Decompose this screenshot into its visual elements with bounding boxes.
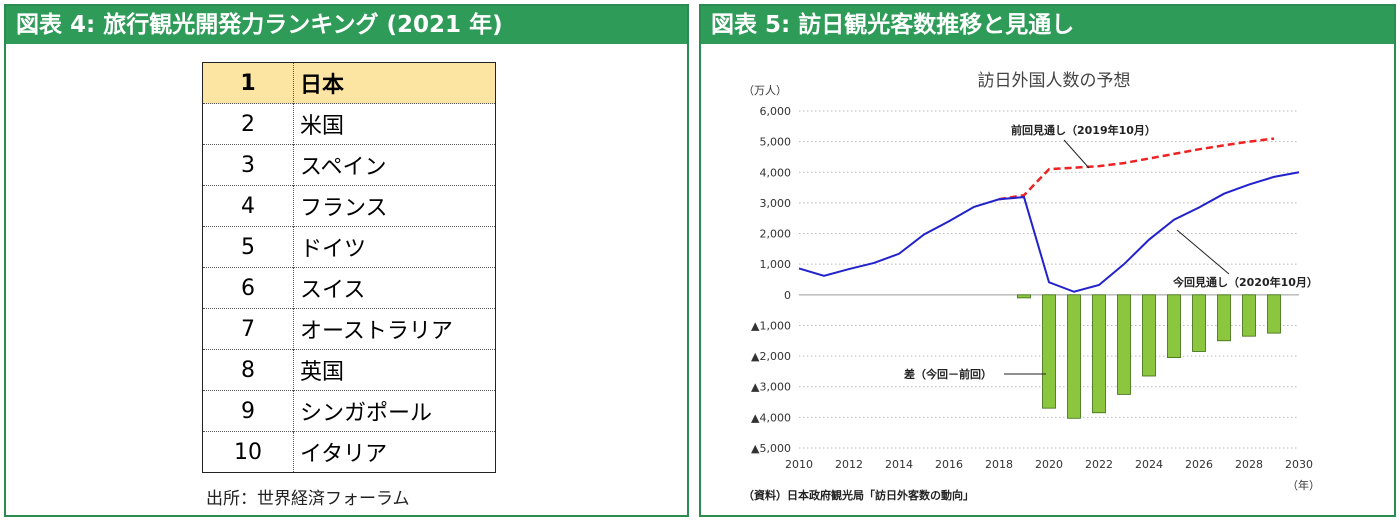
series-label: 今回見通し（2020年10月）: [1172, 275, 1318, 289]
x-tick-label: 2030: [1285, 458, 1313, 471]
x-tick-label: 2012: [835, 458, 863, 471]
diff-bar: [1242, 294, 1256, 337]
series-label: 前回見通し（2019年10月）: [1011, 123, 1156, 137]
country-name: 米国: [293, 103, 496, 145]
y-tick-label: 1,000: [760, 258, 792, 271]
y-tick-label: 2,000: [760, 228, 792, 241]
x-tick-label: 2016: [935, 458, 963, 471]
forecast-header: 図表 5: 訪日観光客数推移と見通し: [701, 6, 1394, 44]
annotation-arrow: [1176, 229, 1230, 275]
x-tick-label: 2010: [785, 458, 813, 471]
current-forecast-line: [798, 171, 1300, 293]
country-name: シンガポール: [293, 390, 496, 432]
rank-number: 1: [202, 62, 294, 104]
forecast-panel: 図表 5: 訪日観光客数推移と見通し 訪日外国人数の予想 （万人） 6,000 5…: [699, 4, 1396, 517]
ranking-row: 4 フランス: [202, 185, 496, 227]
x-tick-label: 2024: [1135, 458, 1163, 471]
y-tick-label: ▲5,000: [751, 442, 791, 455]
annotation-arrow: [1063, 139, 1090, 169]
diff-bar: [1167, 294, 1181, 359]
ranking-row: 1 日本: [202, 62, 496, 104]
x-tick-label: 2026: [1185, 458, 1213, 471]
country-name: フランス: [293, 185, 496, 227]
x-tick-label: 2028: [1235, 458, 1263, 471]
country-name: スイス: [293, 267, 496, 309]
y-tick-label: ▲1,000: [751, 319, 791, 332]
rank-number: 3: [202, 144, 294, 186]
diff-bar: [1042, 294, 1056, 409]
x-tick-label: 2018: [985, 458, 1013, 471]
country-name: イタリア: [293, 431, 496, 473]
x-tick-label: 2022: [1085, 458, 1113, 471]
y-tick-label: 0: [784, 289, 791, 302]
y-tick-label: 5,000: [760, 136, 792, 149]
rank-number: 2: [202, 103, 294, 145]
diff-bar: [1017, 294, 1031, 299]
diff-bar: [1192, 294, 1206, 352]
ranking-header: 図表 4: 旅行観光開発力ランキング (2021 年): [6, 6, 687, 44]
forecast-chart: 訪日外国人数の予想 （万人） 6,000 5,000 4,000 3,000 2,000…: [743, 71, 1320, 502]
series-label: 差（今回－前回）: [904, 367, 992, 381]
ranking-row: 9 シンガポール: [202, 390, 496, 432]
previous-forecast-line: [998, 137, 1275, 201]
y-tick-label: 4,000: [760, 166, 792, 179]
ranking-row: 3 スペイン: [202, 144, 496, 186]
y-tick-label: ▲2,000: [751, 350, 791, 363]
rank-number: 9: [202, 390, 294, 432]
chart-title: 訪日外国人数の予想: [978, 71, 1131, 91]
country-name: オーストラリア: [293, 308, 496, 350]
y-tick-label: 3,000: [760, 197, 792, 210]
ranking-source: 出所：世界経済フォーラム: [206, 489, 410, 509]
rank-number: 8: [202, 349, 294, 391]
diff-bar: [1267, 294, 1281, 334]
chart-source: （資料）日本政府観光局「訪日外客数の動向」: [743, 488, 974, 502]
x-unit-label: （年）: [1287, 478, 1320, 492]
diff-bar: [1217, 294, 1231, 342]
diff-bar: [1142, 294, 1156, 377]
ranking-row: 10 イタリア: [202, 431, 496, 473]
ranking-row: 7 オーストラリア: [202, 308, 496, 350]
country-name: ドイツ: [293, 226, 496, 268]
ranking-table: 1 日本 2 米国 3 スペイン 4 フランス 5 ドイツ 6 スイス 7 オーストラリア 8 英国 9 シンガポ…: [202, 62, 496, 473]
diff-bar: [1067, 294, 1081, 419]
x-tick-label: 2014: [885, 458, 913, 471]
rank-number: 10: [202, 431, 294, 473]
ranking-row: 6 スイス: [202, 267, 496, 309]
rank-number: 5: [202, 226, 294, 268]
x-tick-label: 2020: [1035, 458, 1063, 471]
ranking-panel: 図表 4: 旅行観光開発力ランキング (2021 年) 1 日本 2 米国 3 スペイン 4…: [4, 4, 689, 517]
y-tick-label: ▲4,000: [751, 411, 791, 424]
ranking-row: 5 ドイツ: [202, 226, 496, 268]
country-name: スペイン: [293, 144, 496, 186]
ranking-row: 2 米国: [202, 103, 496, 145]
y-tick-label: 6,000: [760, 105, 792, 118]
ranking-row: 8 英国: [202, 349, 496, 391]
country-name: 英国: [293, 349, 496, 391]
rank-number: 4: [202, 185, 294, 227]
country-name: 日本: [293, 62, 496, 104]
rank-number: 6: [202, 267, 294, 309]
y-unit-label: （万人）: [743, 84, 787, 97]
rank-number: 7: [202, 308, 294, 350]
diff-bar: [1117, 294, 1131, 395]
diff-bar: [1092, 294, 1106, 414]
y-tick-label: ▲3,000: [751, 381, 791, 394]
